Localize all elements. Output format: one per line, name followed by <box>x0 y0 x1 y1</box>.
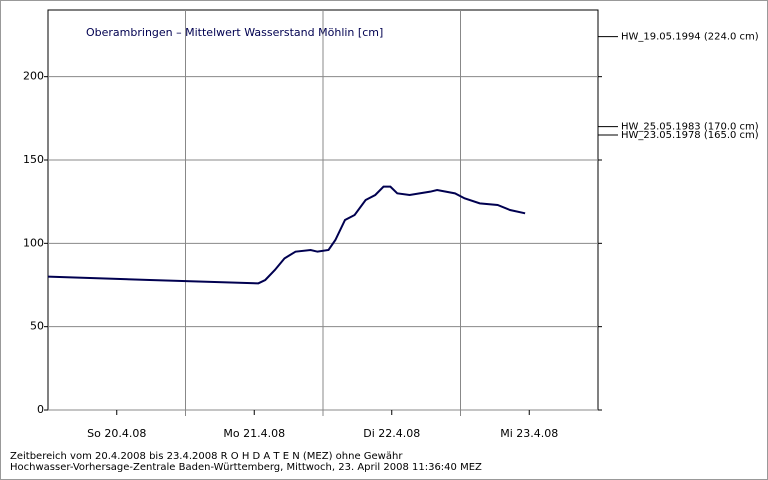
y-tick-label: 100 <box>23 236 44 249</box>
x-tick-label: Mi 23.4.08 <box>500 427 558 440</box>
annotation-label: HW_23.05.1978 (165.0 cm) <box>621 130 759 141</box>
y-tick-label: 0 <box>37 403 44 416</box>
data-line <box>47 185 526 285</box>
annotation-label: HW_25.05.1983 (170.0 cm) <box>621 122 759 133</box>
y-tick-label: 50 <box>30 320 44 333</box>
footer: Hochwasser-Vorhersage-Zentrale Baden-Wür… <box>10 462 482 473</box>
y-tick-label: 150 <box>23 153 44 166</box>
chart-title: Oberambringen – Mittelwert Wasserstand M… <box>86 26 383 39</box>
x-tick-label: Di 22.4.08 <box>363 427 420 440</box>
y-tick-label: 200 <box>23 70 44 83</box>
x-tick-label: So 20.4.08 <box>87 427 146 440</box>
annotation-label: HW_19.05.1994 (224.0 cm) <box>621 32 759 43</box>
footer: Zeitbereich vom 20.4.2008 bis 23.4.2008 … <box>10 451 403 462</box>
x-tick-label: Mo 21.4.08 <box>223 427 285 440</box>
